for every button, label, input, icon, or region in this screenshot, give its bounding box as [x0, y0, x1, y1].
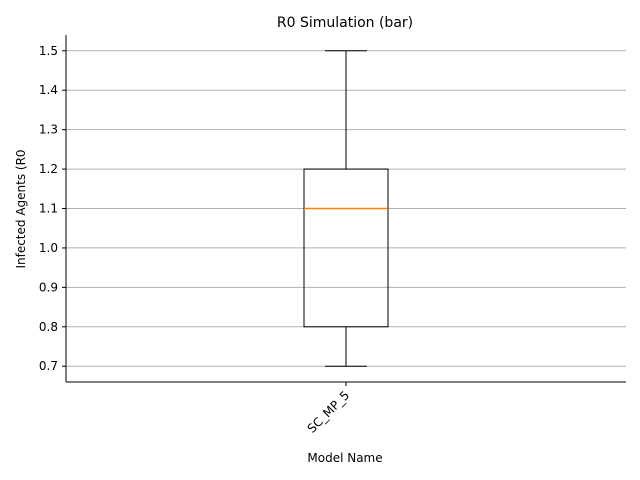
plot-marks: [303, 50, 389, 367]
y-tick-label: 1.5: [39, 44, 58, 58]
y-tick-label: 0.7: [39, 359, 58, 373]
x-tick-label: SC_MP_5: [305, 388, 353, 436]
y-tick-label: 1.1: [39, 202, 58, 216]
y-ticks: 0.7 0.8 0.9 1.0 1.1 1.2 1.3 1.4 1.5: [39, 44, 66, 373]
y-tick-label: 0.8: [39, 320, 58, 334]
y-tick-label: 1.0: [39, 241, 58, 255]
y-tick-label: 0.9: [39, 280, 58, 294]
y-tick-label: 1.3: [39, 123, 58, 137]
y-tick-label: 1.4: [39, 83, 58, 97]
y-tick-label: 1.2: [39, 162, 58, 176]
x-axis-label: Model Name: [307, 451, 382, 465]
x-ticks: SC_MP_5: [305, 382, 353, 436]
chart-title: R0 Simulation (bar): [277, 15, 413, 31]
y-axis-label: Infected Agents (R0: [14, 149, 28, 268]
box-iqr: [303, 168, 389, 328]
